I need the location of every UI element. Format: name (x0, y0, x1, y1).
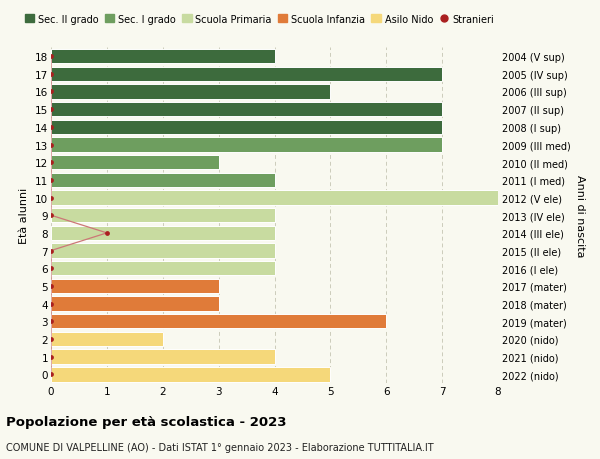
Bar (51, 314, 386, 329)
Bar (51, 103, 442, 117)
Point (46, 195, 56, 202)
Point (46, 371, 56, 378)
Bar (51, 244, 275, 258)
Text: COMUNE DI VALPELLINE (AO) - Dati ISTAT 1° gennaio 2023 - Elaborazione TUTTITALIA: COMUNE DI VALPELLINE (AO) - Dati ISTAT 1… (6, 442, 434, 452)
Bar (51, 191, 498, 205)
Point (46, 283, 56, 290)
Bar (51, 208, 275, 223)
Point (46, 318, 56, 325)
Point (46, 53, 56, 61)
Legend: Sec. II grado, Sec. I grado, Scuola Primaria, Scuola Infanzia, Asilo Nido, Stran: Sec. II grado, Sec. I grado, Scuola Prim… (25, 15, 494, 24)
Point (46, 247, 56, 255)
Point (102, 230, 112, 237)
Bar (51, 173, 275, 188)
Point (46, 124, 56, 131)
Bar (51, 67, 442, 82)
Bar (51, 262, 275, 276)
Bar (51, 279, 218, 293)
Point (46, 300, 56, 308)
Point (46, 71, 56, 78)
Point (46, 212, 56, 219)
Bar (51, 120, 442, 135)
Bar (51, 138, 442, 152)
Point (46, 159, 56, 167)
Bar (51, 156, 218, 170)
Bar (51, 50, 275, 64)
Bar (51, 297, 218, 311)
Point (46, 106, 56, 113)
Point (46, 265, 56, 272)
Y-axis label: Anni di nascita: Anni di nascita (575, 174, 585, 257)
Point (46, 177, 56, 184)
Bar (51, 350, 275, 364)
Bar (51, 332, 163, 347)
Text: Popolazione per età scolastica - 2023: Popolazione per età scolastica - 2023 (6, 415, 287, 428)
Point (46, 353, 56, 360)
Bar (51, 226, 275, 241)
Point (46, 141, 56, 149)
Y-axis label: Età alunni: Età alunni (19, 188, 29, 244)
Point (46, 336, 56, 343)
Bar (51, 85, 331, 100)
Point (46, 89, 56, 96)
Bar (51, 367, 331, 382)
